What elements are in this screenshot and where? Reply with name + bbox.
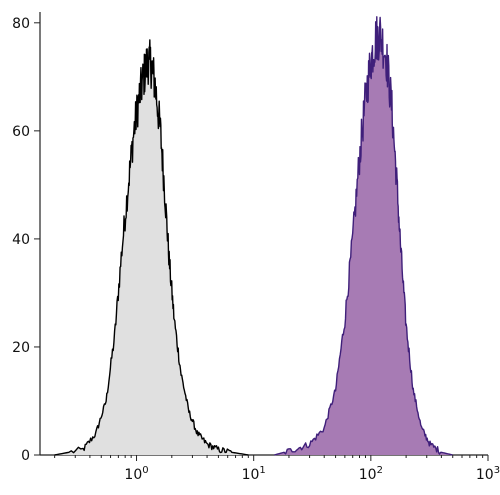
y-tick-label: 60 [12,124,30,140]
series-2-area [274,16,453,455]
series-layer [54,16,453,456]
y-ticks: 0 20 40 60 80 [12,16,40,464]
series-1-area [54,39,249,455]
series-2-line [274,16,453,456]
x-tick-label: 102 [359,465,383,483]
x-tick-label: 103 [476,465,500,483]
x-tick-label: 100 [124,465,148,483]
axes [39,12,488,456]
x-ticks: 100 101 102 103 [54,455,500,483]
x-tick-label: 101 [242,465,266,483]
y-tick-label: 40 [12,232,30,248]
y-tick-label: 0 [21,448,30,464]
series-1-line [54,39,249,456]
y-tick-label: 20 [12,340,30,356]
y-tick-label: 80 [12,16,30,32]
